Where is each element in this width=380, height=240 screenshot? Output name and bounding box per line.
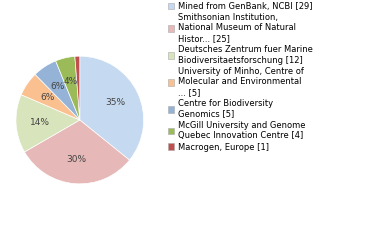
Text: 35%: 35% bbox=[105, 98, 125, 108]
Text: 30%: 30% bbox=[66, 155, 87, 164]
Wedge shape bbox=[21, 74, 80, 120]
Text: 4%: 4% bbox=[63, 77, 78, 86]
Wedge shape bbox=[16, 95, 80, 152]
Wedge shape bbox=[75, 56, 80, 120]
Text: 6%: 6% bbox=[51, 82, 65, 91]
Wedge shape bbox=[25, 120, 130, 184]
Wedge shape bbox=[35, 61, 80, 120]
Wedge shape bbox=[55, 56, 80, 120]
Text: 14%: 14% bbox=[30, 118, 50, 127]
Legend: Mined from GenBank, NCBI [29], Smithsonian Institution,
National Museum of Natur: Mined from GenBank, NCBI [29], Smithsoni… bbox=[168, 2, 312, 152]
Wedge shape bbox=[80, 56, 144, 160]
Text: 6%: 6% bbox=[40, 93, 54, 102]
